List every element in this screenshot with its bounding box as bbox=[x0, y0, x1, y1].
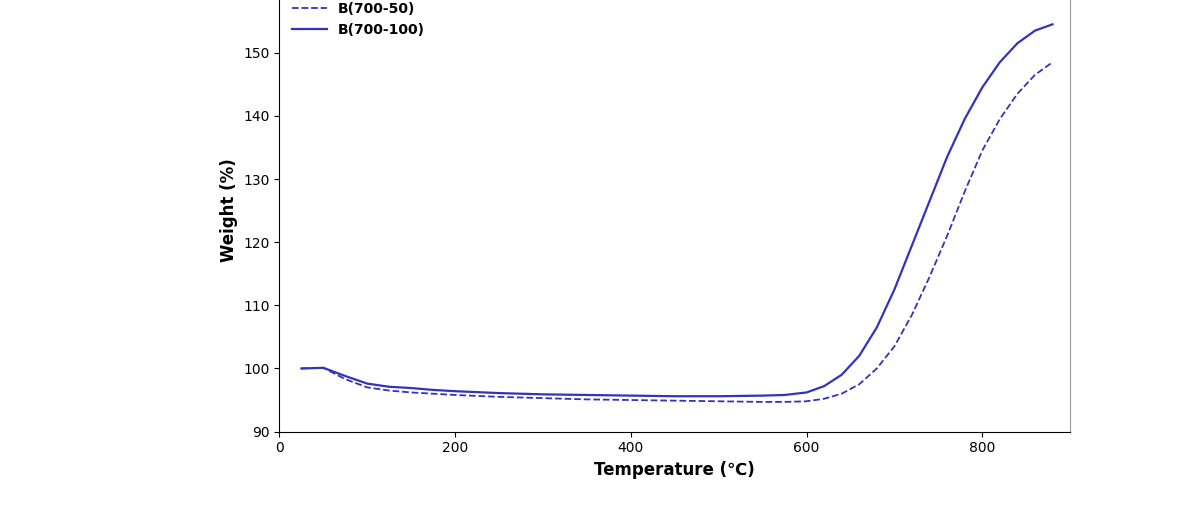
B(700-50) bbox=[624, 397, 638, 403]
B(700-50) bbox=[382, 387, 396, 394]
B(700-50) bbox=[404, 389, 419, 396]
Y-axis label: Weight (%): Weight (%) bbox=[220, 159, 238, 263]
B(700-50) bbox=[492, 394, 507, 400]
B(700-100) bbox=[887, 287, 901, 293]
B(700-50) bbox=[940, 233, 955, 239]
B(700-100) bbox=[338, 373, 352, 379]
B(700-100) bbox=[426, 387, 440, 393]
B(700-50) bbox=[993, 116, 1007, 122]
B(700-50) bbox=[580, 396, 594, 402]
Legend: B(700-50), B(700-100): B(700-50), B(700-100) bbox=[287, 0, 430, 43]
B(700-100) bbox=[711, 393, 725, 399]
B(700-100) bbox=[382, 384, 396, 390]
B(700-50) bbox=[360, 384, 375, 391]
B(700-100) bbox=[799, 389, 813, 396]
B(700-100) bbox=[993, 59, 1007, 66]
B(700-50) bbox=[923, 274, 937, 280]
B(700-100) bbox=[835, 372, 849, 378]
B(700-100) bbox=[1045, 21, 1059, 28]
B(700-50) bbox=[536, 395, 551, 401]
B(700-100) bbox=[668, 393, 682, 399]
B(700-50) bbox=[294, 366, 308, 372]
B(700-50) bbox=[316, 365, 331, 371]
Line: B(700-50): B(700-50) bbox=[301, 62, 1052, 402]
B(700-100) bbox=[294, 366, 308, 372]
B(700-100) bbox=[492, 390, 507, 396]
B(700-50) bbox=[1027, 72, 1042, 78]
B(700-50) bbox=[1011, 90, 1025, 97]
B(700-100) bbox=[853, 353, 867, 359]
B(700-50) bbox=[668, 397, 682, 404]
B(700-50) bbox=[338, 376, 352, 382]
B(700-100) bbox=[905, 242, 919, 249]
B(700-50) bbox=[957, 189, 971, 195]
B(700-50) bbox=[869, 366, 883, 372]
B(700-100) bbox=[360, 381, 375, 387]
B(700-100) bbox=[778, 392, 792, 398]
B(700-100) bbox=[1011, 40, 1025, 46]
B(700-100) bbox=[1027, 28, 1042, 34]
B(700-50) bbox=[853, 381, 867, 387]
B(700-50) bbox=[905, 311, 919, 318]
B(700-50) bbox=[778, 399, 792, 405]
B(700-100) bbox=[817, 383, 831, 389]
B(700-100) bbox=[448, 388, 463, 394]
B(700-50) bbox=[835, 391, 849, 397]
B(700-50) bbox=[1045, 59, 1059, 66]
B(700-100) bbox=[975, 84, 989, 90]
B(700-100) bbox=[624, 393, 638, 399]
B(700-50) bbox=[448, 392, 463, 398]
B(700-100) bbox=[316, 365, 331, 371]
B(700-100) bbox=[923, 198, 937, 204]
B(700-100) bbox=[404, 385, 419, 391]
B(700-50) bbox=[817, 396, 831, 402]
Line: B(700-100): B(700-100) bbox=[301, 24, 1052, 396]
B(700-100) bbox=[755, 393, 769, 399]
B(700-100) bbox=[580, 392, 594, 398]
B(700-50) bbox=[426, 391, 440, 397]
B(700-50) bbox=[799, 398, 813, 405]
B(700-50) bbox=[711, 398, 725, 405]
B(700-50) bbox=[755, 399, 769, 405]
B(700-100) bbox=[536, 391, 551, 397]
B(700-50) bbox=[887, 343, 901, 349]
B(700-100) bbox=[957, 116, 971, 122]
X-axis label: Temperature (℃): Temperature (℃) bbox=[594, 461, 755, 479]
B(700-100) bbox=[869, 324, 883, 331]
B(700-100) bbox=[940, 154, 955, 160]
B(700-50) bbox=[975, 148, 989, 154]
